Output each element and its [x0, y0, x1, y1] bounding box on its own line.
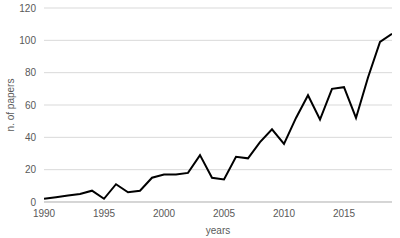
svg-text:2015: 2015 [333, 208, 356, 219]
svg-text:60: 60 [25, 100, 37, 111]
svg-text:years: years [206, 225, 230, 236]
svg-text:120: 120 [19, 3, 36, 14]
svg-text:n. of papers: n. of papers [8, 79, 16, 132]
svg-text:40: 40 [25, 132, 37, 143]
svg-text:20: 20 [25, 164, 37, 175]
svg-text:1995: 1995 [93, 208, 116, 219]
svg-text:0: 0 [30, 197, 36, 208]
svg-text:2000: 2000 [153, 208, 176, 219]
svg-text:100: 100 [19, 35, 36, 46]
svg-text:2010: 2010 [273, 208, 296, 219]
svg-text:80: 80 [25, 67, 37, 78]
svg-text:1990: 1990 [33, 208, 56, 219]
svg-text:2005: 2005 [213, 208, 236, 219]
